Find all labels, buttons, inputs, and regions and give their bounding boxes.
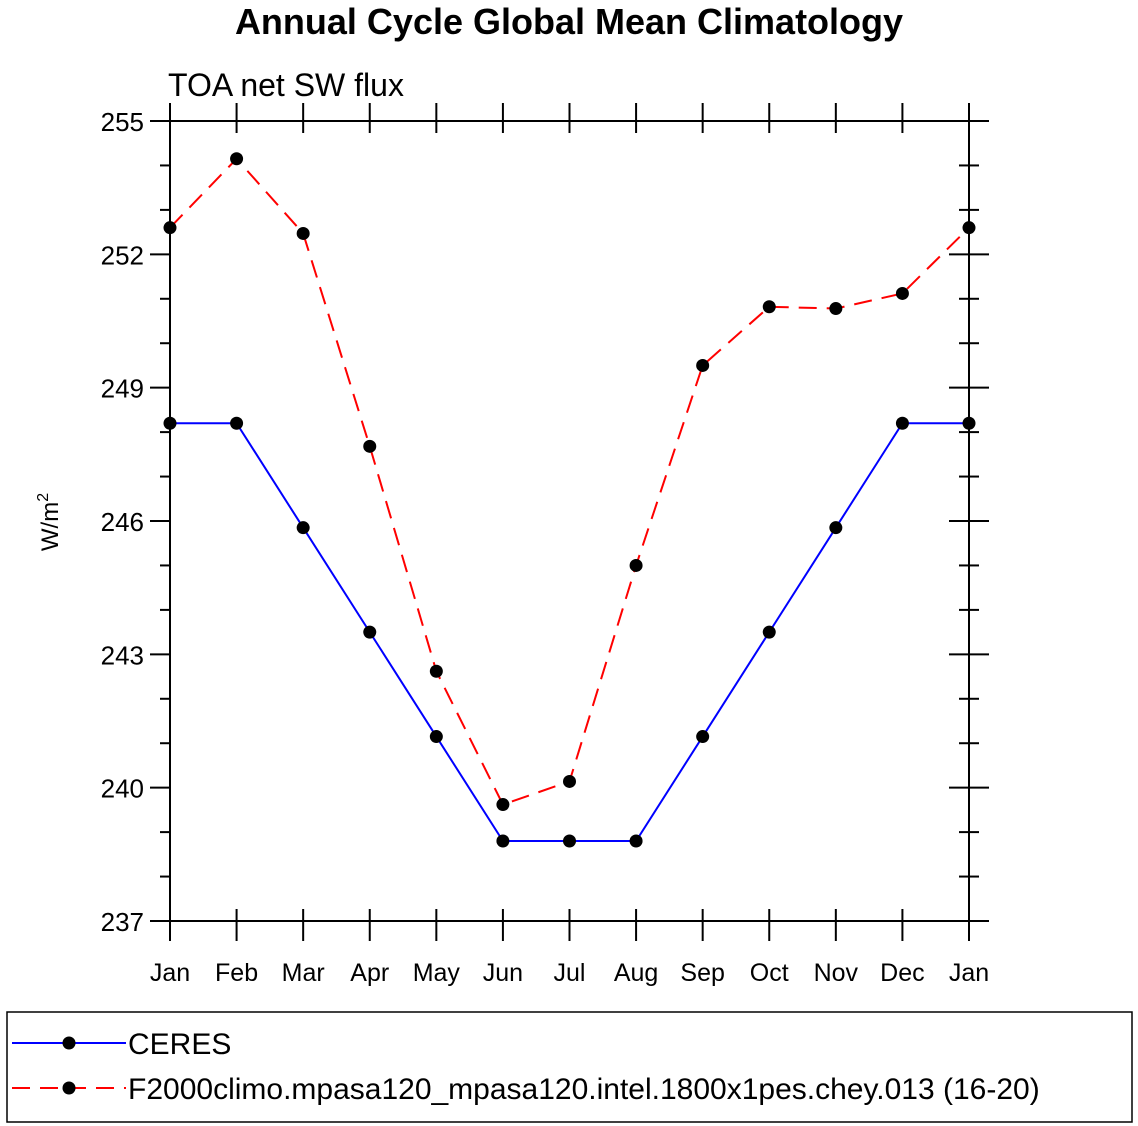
x-tick-label: Feb: [215, 959, 258, 987]
series-line-1: [169, 157, 970, 806]
series-1-point: [296, 226, 310, 240]
x-tick-label: Jan: [150, 959, 190, 987]
series-0-point: [629, 834, 643, 848]
series-1-point: [762, 300, 776, 314]
x-tick-label: Aug: [614, 959, 658, 987]
x-tick-label: Jun: [483, 959, 523, 987]
x-tick-label: Dec: [880, 959, 924, 987]
series-1-point: [563, 774, 576, 788]
x-tick-label: Sep: [680, 959, 724, 987]
y-tick-label: 243: [101, 640, 144, 670]
y-axis-label: W/m2: [35, 493, 64, 551]
chart-subtitle: TOA net SW flux: [168, 67, 404, 103]
plot-area-frame: [169, 120, 970, 922]
x-tick-label: Nov: [814, 959, 859, 987]
y-tick-label: 237: [101, 907, 144, 937]
series-0-point: [429, 730, 443, 744]
y-axis-label-superscript: 2: [35, 493, 52, 502]
legend: CERES F2000climo.mpasa120_mpasa120.intel…: [6, 1011, 1133, 1123]
x-tick-label: Jan: [949, 959, 989, 987]
y-axis-label-base: W/m: [37, 502, 64, 551]
series-0-point: [296, 521, 310, 535]
series-1-point: [230, 152, 244, 166]
series-1-point: [895, 286, 909, 300]
series-lines-group: [169, 157, 970, 842]
legend-frame: [6, 1011, 1133, 1123]
y-tick-label: 246: [101, 507, 144, 537]
series-0-point: [363, 625, 377, 639]
series-0-point: [563, 834, 576, 848]
series-1-point: [363, 439, 377, 453]
y-tick-label: 252: [101, 240, 144, 270]
x-tick-label: Mar: [282, 959, 325, 987]
series-1-point: [629, 558, 643, 572]
legend-marker-model: [62, 1081, 76, 1095]
x-tick-label: Apr: [350, 959, 389, 987]
chart-title: Annual Cycle Global Mean Climatology: [235, 1, 903, 42]
x-tick-label: Jul: [554, 959, 586, 987]
x-tick-label: Oct: [750, 959, 789, 987]
legend-label-model: F2000climo.mpasa120_mpasa120.intel.1800x…: [128, 1073, 1040, 1106]
series-markers-group: [163, 152, 976, 848]
y-tick-label: 255: [101, 107, 144, 137]
series-0-point: [696, 730, 710, 744]
legend-label-ceres: CERES: [128, 1028, 231, 1061]
series-1-point: [429, 664, 443, 678]
series-1-point: [496, 798, 510, 812]
series-0-point: [829, 521, 843, 535]
y-tick-label: 240: [101, 774, 144, 804]
series-0-point: [163, 416, 177, 430]
series-1-point: [163, 221, 177, 235]
series-0-point: [962, 416, 976, 430]
series-0-point: [496, 834, 510, 848]
series-1-point: [962, 221, 976, 235]
series-1-point: [696, 358, 710, 372]
series-0-point: [762, 625, 776, 639]
legend-marker-ceres: [62, 1036, 76, 1050]
x-tick-label: May: [413, 959, 461, 987]
axes-group: 237 240 243 246 249 252 255 Jan Feb Mar Apr May Jun J…: [101, 103, 989, 987]
y-tick-label: 249: [101, 374, 144, 404]
series-0-point: [895, 416, 909, 430]
series-1-point: [829, 302, 843, 316]
series-0-point: [230, 416, 244, 430]
